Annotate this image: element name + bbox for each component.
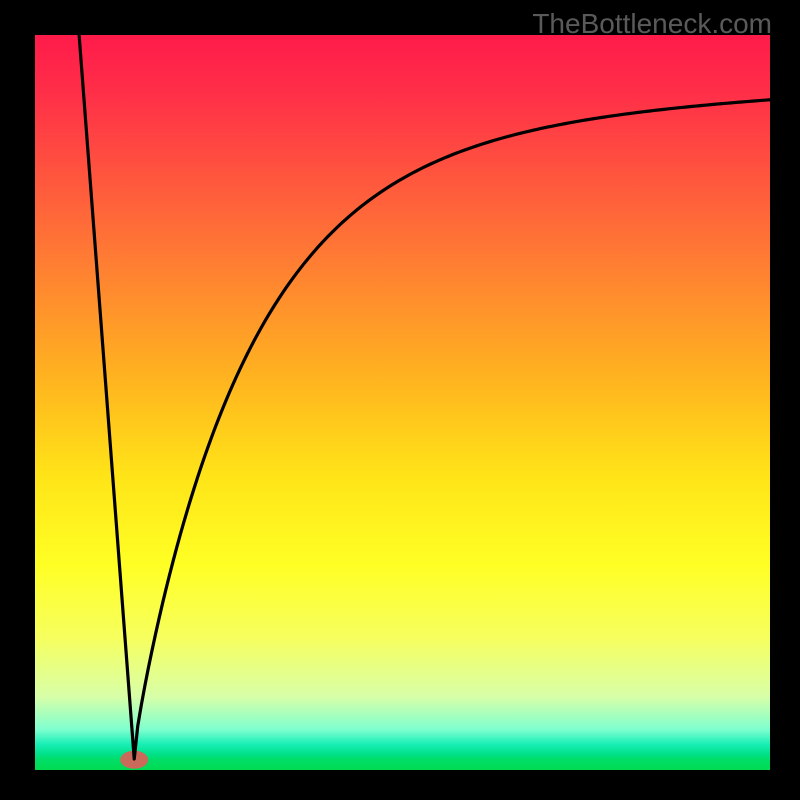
plot-svg (35, 35, 770, 770)
watermark-text: TheBottleneck.com (532, 10, 772, 38)
chart-container: TheBottleneck.com (0, 0, 800, 800)
plot-area (35, 35, 770, 770)
plot-background (35, 35, 770, 770)
